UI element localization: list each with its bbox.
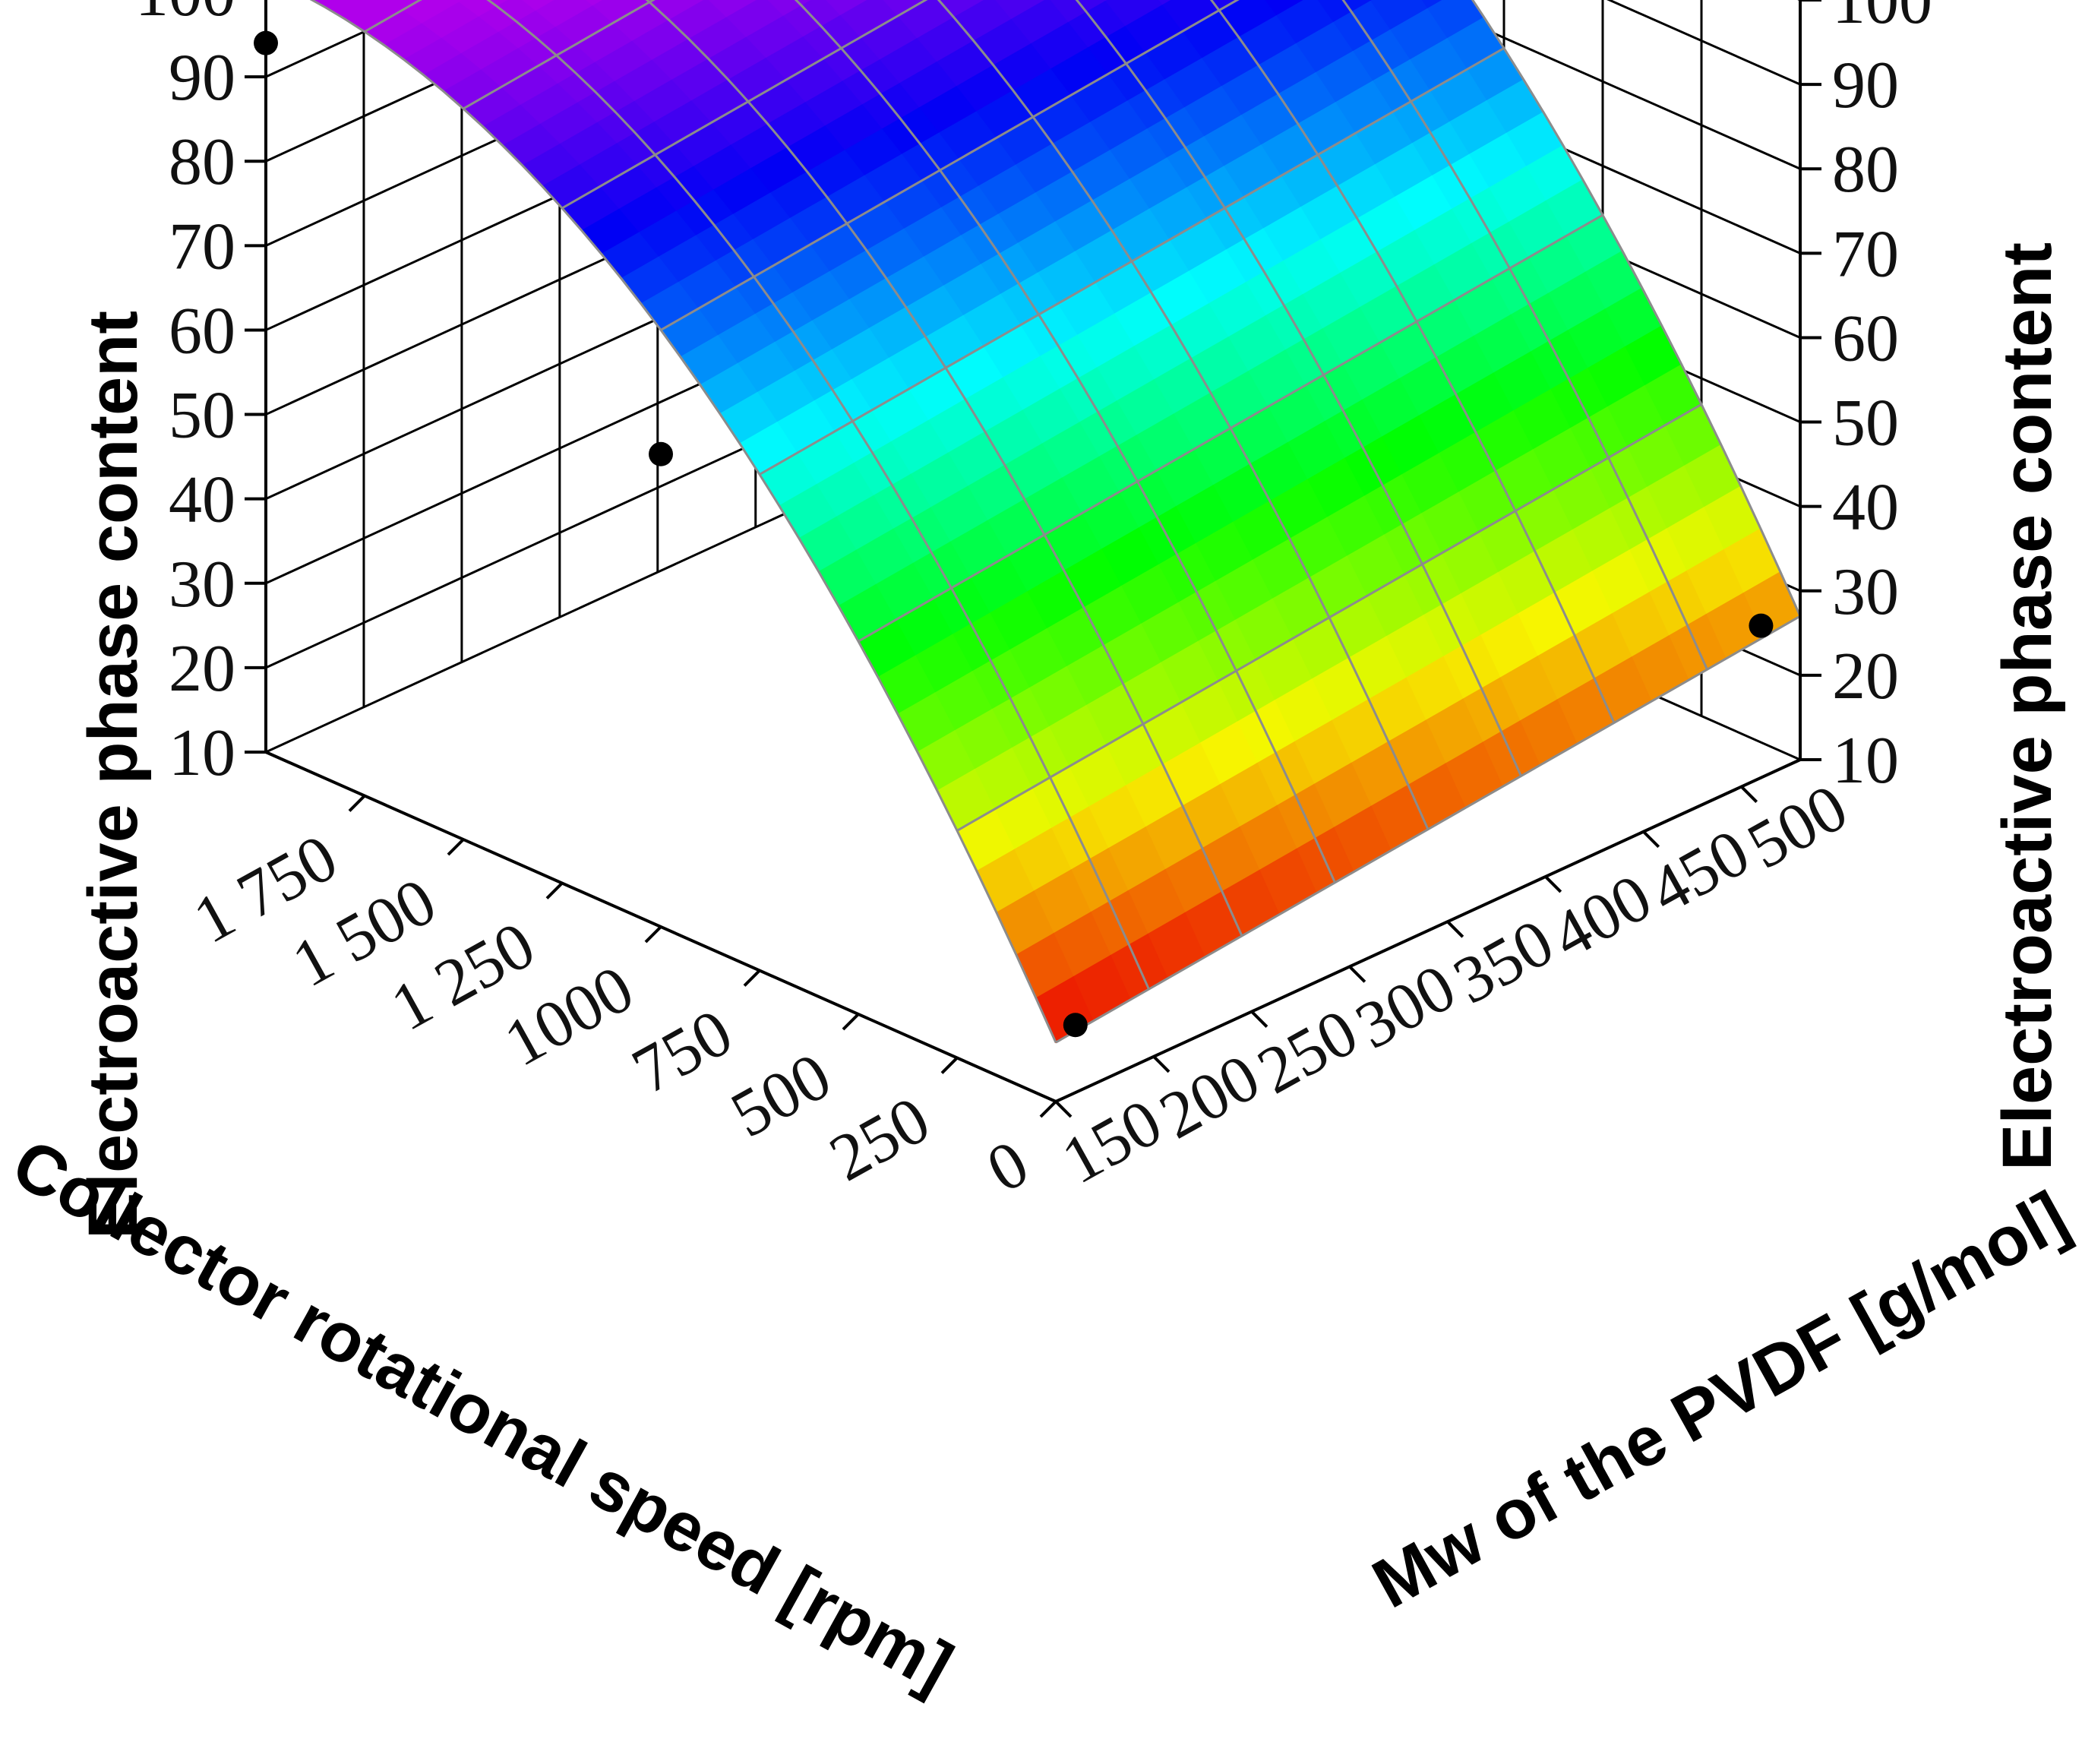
x-tick (940, 1057, 959, 1074)
z-tick-label-right: 100 (1832, 0, 1932, 38)
wall-gridline (265, 0, 620, 163)
z-tick-label-left: 100 (135, 0, 235, 30)
mesh-line-constant-mw (1341, 0, 1708, 670)
data-point (649, 441, 673, 466)
mesh-line-constant-mw (645, 0, 1243, 937)
y-tick (1446, 920, 1464, 938)
z-tick-label-left: 30 (169, 548, 235, 621)
mesh-line-constant-mw (1209, 0, 1616, 724)
surface-mesh (309, 0, 1802, 1044)
z-tick-label-right: 80 (1832, 133, 1899, 207)
x-tick (743, 969, 761, 987)
z-tick-label-right: 40 (1832, 471, 1899, 545)
z-tick-label-right: 60 (1832, 302, 1899, 375)
z-tick-label-left: 20 (169, 632, 235, 706)
data-points (254, 30, 1774, 1038)
x-tick (348, 795, 366, 812)
z-tick-label-right: 70 (1832, 217, 1899, 291)
mesh-line-constant-speed (463, 0, 656, 110)
mesh-line-constant-mw (486, 0, 1150, 990)
z-tick-label-right: 30 (1832, 555, 1899, 629)
wall-gridline (1607, 0, 1801, 86)
x-tick (447, 838, 465, 856)
mesh-line-constant-mw (794, 0, 1336, 884)
y-axis-line (1055, 758, 1801, 1103)
z-tick-label-left: 80 (169, 125, 235, 199)
z-tick-label-left: 90 (169, 41, 235, 115)
surface-patch (1420, 0, 1445, 10)
y-tick (1740, 786, 1758, 803)
z-tick-label-left: 50 (169, 379, 235, 453)
surface-patch (311, 0, 340, 8)
x-tick (842, 1013, 860, 1031)
mesh-line-constant-mw (937, 0, 1430, 830)
x-tick (545, 882, 564, 899)
y-tick (1054, 1100, 1073, 1118)
z-tick-label-right: 20 (1832, 640, 1899, 713)
mesh-line-constant-mw (309, 0, 1057, 1043)
y-tick (1348, 965, 1366, 983)
z-axis-title-left: Electroactive phase content (74, 311, 152, 1239)
mesh-line-constant-mw (1471, 0, 1802, 617)
y-tick (1152, 1055, 1171, 1073)
z-axis-title-right: Electroactive phase content (1989, 242, 2066, 1171)
data-point (1749, 613, 1774, 638)
x-axis-title: Collector rotational speed [rpm] (0, 1124, 965, 1706)
mesh-line-constant-mw (1075, 0, 1522, 777)
z-tick-label-left: 40 (169, 463, 235, 537)
axis-frame (245, 0, 1821, 1118)
data-point (1063, 1013, 1088, 1038)
z-tick-label-left: 60 (169, 294, 235, 368)
x-tick-label: 0 (975, 1127, 1041, 1207)
z-tick-label-right: 50 (1832, 387, 1899, 460)
x-tick (644, 925, 662, 944)
y-tick (1250, 1010, 1268, 1028)
z-tick-label-right: 10 (1832, 724, 1899, 798)
y-tick (1544, 875, 1562, 893)
y-tick (1642, 830, 1660, 849)
surface-patch (583, 0, 605, 8)
z-tick-label-right: 90 (1832, 49, 1899, 122)
z-tick-label-left: 70 (169, 210, 235, 283)
z-tick-label-left: 10 (169, 716, 235, 790)
mesh-line-constant-speed (561, 0, 928, 210)
x-tick (1039, 1100, 1057, 1118)
wall-gridline (1415, 0, 1801, 170)
y-axis-title: Mw of the PVDF [g/mol] (1360, 1177, 2080, 1623)
